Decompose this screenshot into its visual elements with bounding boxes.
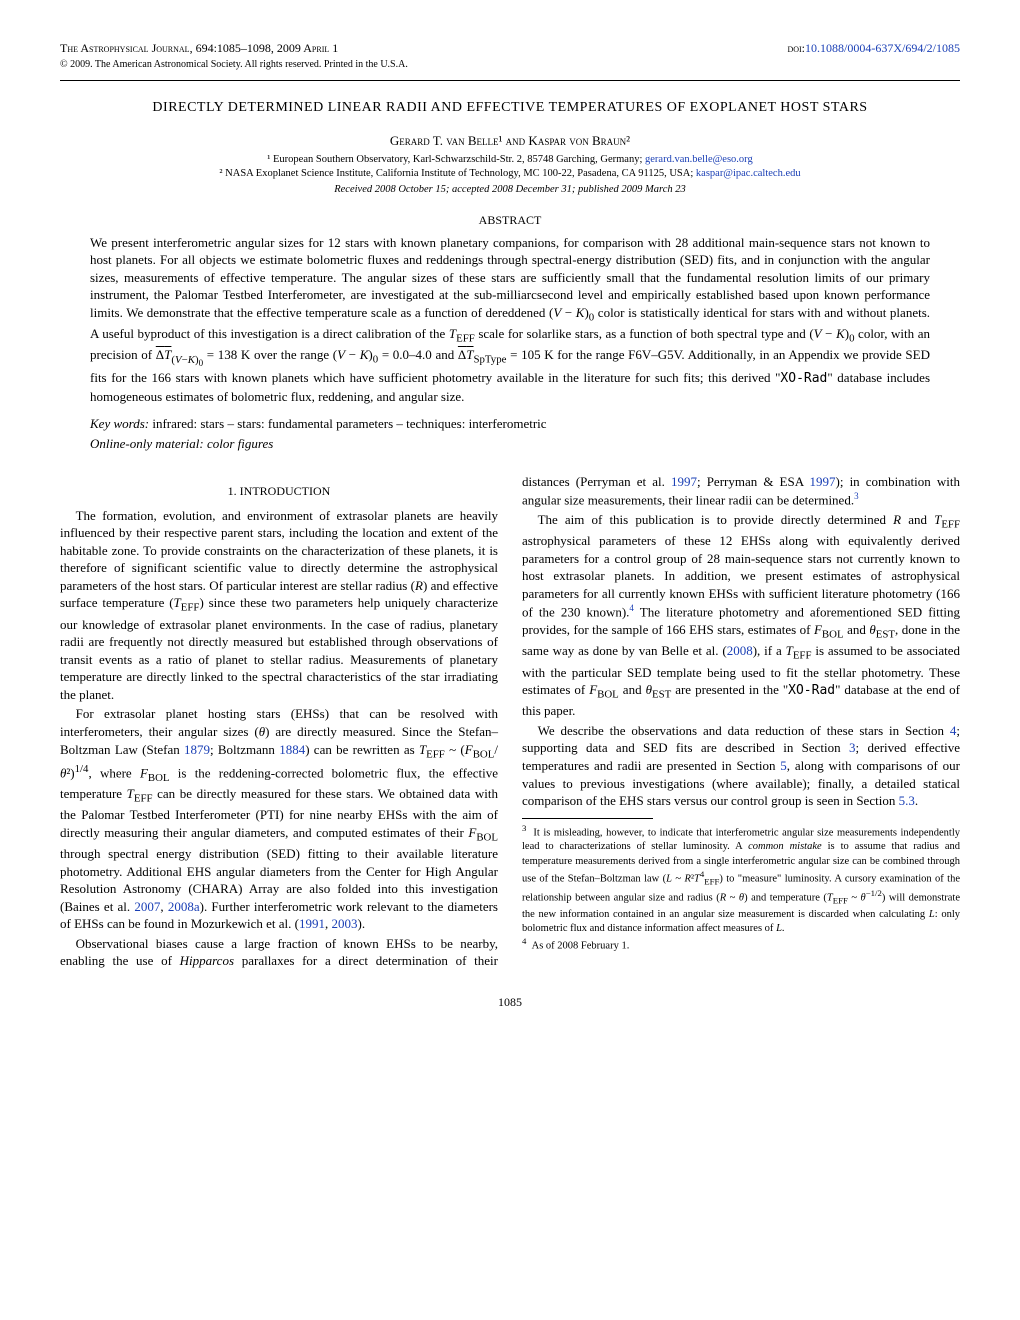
section-1-heading: 1. INTRODUCTION (60, 483, 498, 499)
para-2: For extrasolar planet hosting stars (EHS… (60, 705, 498, 933)
page-number: 1085 (60, 994, 960, 1010)
received-dates: Received 2008 October 15; accepted 2008 … (60, 183, 960, 197)
ref-boltzmann[interactable]: 1884 (279, 742, 305, 757)
journal-ref: The Astrophysical Journal, 694:1085–1098… (60, 40, 338, 56)
doi-container: doi:10.1088/0004-637X/694/2/1085 (787, 40, 960, 56)
doi-link[interactable]: 10.1088/0004-637X/694/2/1085 (805, 41, 960, 55)
header-rule (60, 80, 960, 81)
ref-section-4[interactable]: 4 (950, 723, 957, 738)
keywords-text: infrared: stars – stars: fundamental par… (152, 416, 546, 431)
ref-baines-2008a[interactable]: 2008a (168, 899, 200, 914)
ref-vanbelle-2008[interactable]: 2008 (727, 643, 753, 658)
paper-title: DIRECTLY DETERMINED LINEAR RADII AND EFF… (60, 99, 960, 118)
keywords-line: Key words: infrared: stars – stars: fund… (90, 415, 930, 433)
para-1: The formation, evolution, and environmen… (60, 507, 498, 704)
footnote-ref-4[interactable]: 4 (629, 603, 634, 613)
ref-mozur-2003[interactable]: 2003 (332, 916, 358, 931)
abstract-text: We present interferometric angular sizes… (90, 234, 930, 406)
affiliation-2: ² NASA Exoplanet Science Institute, Cali… (60, 167, 960, 181)
abstract-heading: ABSTRACT (60, 212, 960, 228)
ref-perryman-esa-1997[interactable]: 1997 (810, 474, 836, 489)
affiliation-1: ¹ European Southern Observatory, Karl-Sc… (60, 153, 960, 167)
ref-stefan[interactable]: 1879 (184, 742, 210, 757)
footnote-ref-3[interactable]: 3 (854, 491, 859, 501)
ref-section-3[interactable]: 3 (849, 740, 856, 755)
affil-1-text: ¹ European Southern Observatory, Karl-Sc… (267, 154, 645, 165)
ref-mozur-1991[interactable]: 1991 (299, 916, 325, 931)
footnote-4: 4 As of 2008 February 1. (522, 936, 960, 954)
online-text: color figures (207, 436, 273, 451)
ref-perryman-1997[interactable]: 1997 (671, 474, 697, 489)
ref-baines-2007[interactable]: 2007 (134, 899, 160, 914)
para-5: The aim of this publication is to provid… (522, 511, 960, 720)
ref-section-5[interactable]: 5 (780, 758, 787, 773)
footnote-rule (522, 818, 653, 819)
affil-2-text: ² NASA Exoplanet Science Institute, Cali… (219, 168, 696, 179)
email-1[interactable]: gerard.van.belle@eso.org (645, 154, 753, 165)
ref-section-5-3[interactable]: 5.3 (899, 793, 915, 808)
doi-label: doi: (787, 41, 805, 55)
authors: Gerard T. van Belle¹ and Kaspar von Brau… (60, 132, 960, 150)
header-row: The Astrophysical Journal, 694:1085–1098… (60, 40, 960, 56)
body-columns: 1. INTRODUCTION The formation, evolution… (60, 473, 960, 970)
online-material-line: Online-only material: color figures (90, 435, 930, 453)
para-6: We describe the observations and data re… (522, 722, 960, 810)
footnote-3: 3 It is misleading, however, to indicate… (522, 823, 960, 936)
keywords-label: Key words: (90, 416, 149, 431)
copyright: © 2009. The American Astronomical Societ… (60, 58, 960, 72)
email-2[interactable]: kaspar@ipac.caltech.edu (696, 168, 801, 179)
online-label: Online-only material: (90, 436, 204, 451)
